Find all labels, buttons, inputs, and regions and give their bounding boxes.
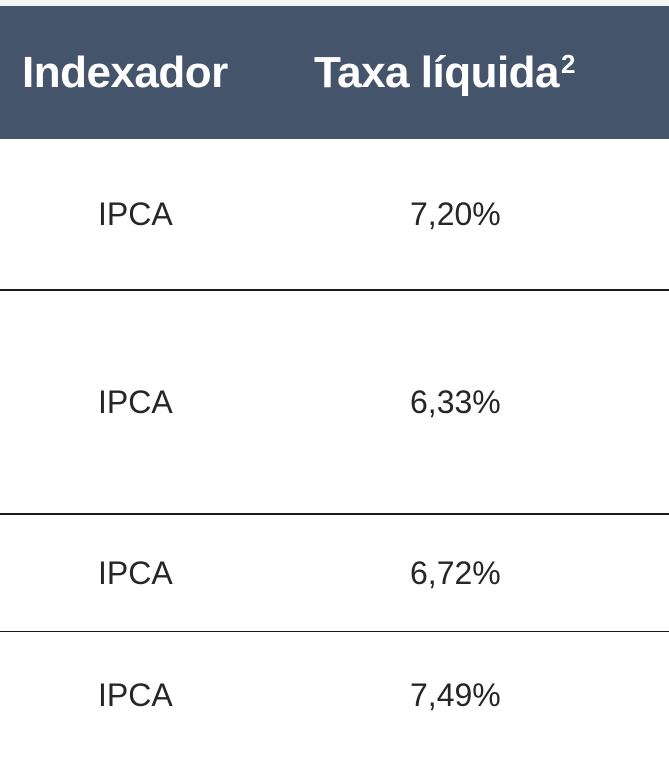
cell-taxa-liquida: 7,20% [410, 195, 501, 232]
header-taxa-liquida-label: Taxa líquida [314, 47, 560, 97]
cell-indexador: IPCA [98, 195, 173, 232]
header-footnote-marker: 2 [561, 49, 575, 79]
header-indexador-label: Indexador [22, 47, 228, 97]
table-row: IPCA 6,33% [0, 291, 669, 513]
cell-taxa-liquida: 6,33% [410, 383, 501, 420]
cell-indexador: IPCA [98, 554, 173, 591]
row-divider [0, 631, 669, 632]
cell-indexador: IPCA [98, 676, 173, 713]
row-divider [0, 289, 669, 291]
header-taxa-liquida: Taxa líquida 2 [314, 6, 575, 139]
cell-indexador: IPCA [98, 383, 173, 420]
top-strip [0, 0, 669, 6]
table-header: Indexador Taxa líquida 2 [0, 6, 669, 139]
cell-taxa-liquida: 7,49% [410, 676, 501, 713]
row-divider [0, 513, 669, 515]
table-row: IPCA 7,20% [0, 139, 669, 289]
header-indexador: Indexador [22, 6, 228, 139]
table-row: IPCA 7,49% [0, 632, 669, 757]
cell-taxa-liquida: 6,72% [410, 554, 501, 591]
table-row: IPCA 6,72% [0, 515, 669, 631]
